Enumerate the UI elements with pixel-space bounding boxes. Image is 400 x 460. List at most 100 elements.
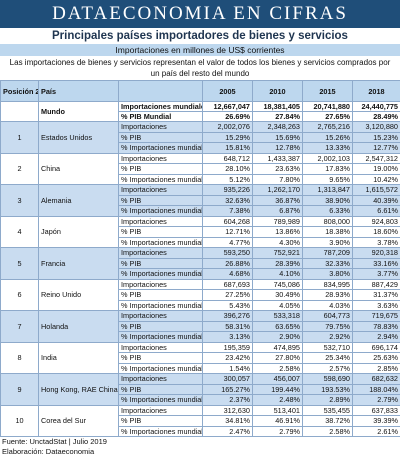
description: Las importaciones de bienes y servicios …	[9, 58, 391, 78]
value-cell: 18.60%	[352, 226, 400, 238]
world-row: % PIB Mundial 26.69% 27.84% 27.65% 28.49%	[1, 111, 400, 122]
value-cell: 3.77%	[352, 268, 400, 280]
value-cell: 78.83%	[352, 320, 400, 332]
row-label: Importaciones	[118, 373, 203, 385]
value-cell: 36.87%	[252, 194, 303, 206]
value-cell: 33.16%	[352, 257, 400, 269]
value-cell: 1,615,572	[352, 184, 400, 196]
row-label: % PIB	[118, 226, 203, 238]
value-cell: 3.80%	[302, 268, 353, 280]
value-cell: 687,693	[202, 278, 253, 290]
position-cell: 4	[0, 215, 39, 248]
value-cell: 4.03%	[302, 299, 353, 311]
value-cell: 79.75%	[302, 320, 353, 332]
value-cell: 6.87%	[252, 205, 303, 217]
country-row: 4 Japón Importaciones 604,268 789,989 808,000…	[0, 215, 400, 248]
value-cell: 2.57%	[302, 362, 353, 374]
value-cell: 15.23%	[352, 131, 400, 143]
value-cell: 19.00%	[352, 163, 400, 175]
country-row: 2 China Importaciones 648,712 1,433,387 2,002…	[0, 152, 400, 185]
country-row: 8 India Importaciones 195,359 474,895 532,710…	[0, 341, 400, 374]
value-cell: 2.58%	[252, 362, 303, 374]
value-cell: 787,209	[302, 247, 353, 259]
value-cell: 535,455	[302, 404, 353, 416]
row-label: % Importaciones mundiales	[118, 268, 203, 280]
value-cell: 20,741,880	[302, 101, 353, 112]
value-cell: 165.27%	[202, 383, 253, 395]
value-cell: 28.10%	[202, 163, 253, 175]
value-cell: 2,002,103	[302, 152, 353, 164]
value-cell: 887,429	[352, 278, 400, 290]
value-cell: 15.29%	[202, 131, 253, 143]
country-row: % Importaciones mundiales 15.81% 12.78% 13.…	[1, 142, 400, 154]
value-cell: 27.80%	[252, 352, 303, 364]
position-cell	[0, 101, 39, 122]
row-label: % Importaciones mundiales	[118, 205, 203, 217]
value-cell: 2.94%	[352, 331, 400, 343]
value-cell: 12.71%	[202, 226, 253, 238]
value-cell: 13.86%	[252, 226, 303, 238]
row-label: Importaciones	[118, 121, 203, 133]
country-name: Corea del Sur	[38, 404, 119, 437]
value-cell: 26.88%	[202, 257, 253, 269]
row-label: Importaciones	[118, 341, 203, 353]
value-cell: 2.58%	[302, 425, 353, 437]
value-cell: 26.69%	[202, 111, 253, 122]
value-cell: 38.72%	[302, 415, 353, 427]
value-cell: 27.84%	[252, 111, 303, 122]
country-row: % Importaciones mundiales 3.13% 2.90% 2.92%…	[1, 331, 400, 343]
value-cell: 25.34%	[302, 352, 353, 364]
country-row: 7 Holanda Importaciones 396,276 533,318 604,7…	[0, 310, 400, 343]
value-cell: 63.65%	[252, 320, 303, 332]
value-cell: 719,675	[352, 310, 400, 322]
value-cell: 18,381,405	[252, 101, 303, 112]
row-label: % PIB	[118, 194, 203, 206]
country-name: Reino Unido	[38, 278, 119, 311]
value-cell: 3,120,880	[352, 121, 400, 133]
value-cell: 3.13%	[202, 331, 253, 343]
row-label: % Importaciones mundiales	[118, 331, 203, 343]
row-label: Importaciones	[118, 310, 203, 322]
value-cell: 18.38%	[302, 226, 353, 238]
footer: Fuente: UnctadStat | Julio 2019 Elaboraci…	[0, 437, 400, 457]
value-cell: 752,921	[252, 247, 303, 259]
value-cell: 3.90%	[302, 236, 353, 248]
country-row: % Importaciones mundiales 5.12% 7.80% 9.65%…	[1, 173, 400, 185]
country-row: % Importaciones mundiales 2.47% 2.79% 2.58%…	[1, 425, 400, 437]
row-label: Importaciones	[118, 152, 203, 164]
value-cell: 24,440,775	[352, 101, 400, 112]
country-name: Hong Kong, RAE China	[38, 373, 119, 406]
value-cell: 2,348,263	[252, 121, 303, 133]
value-cell: 2.79%	[252, 425, 303, 437]
value-cell: 40.39%	[352, 194, 400, 206]
value-cell: 834,995	[302, 278, 353, 290]
value-cell: 27.65%	[302, 111, 353, 122]
position-cell: 8	[0, 341, 39, 374]
country-name: Japón	[38, 215, 119, 248]
value-cell: 2.89%	[302, 394, 353, 406]
row-label: Importaciones	[118, 278, 203, 290]
value-cell: 312,630	[202, 404, 253, 416]
value-cell: 4.10%	[252, 268, 303, 280]
country-name: Holanda	[38, 310, 119, 343]
value-cell: 195,359	[202, 341, 253, 353]
country-row: % PIB 28.10% 23.63% 17.83% 19.00%	[1, 163, 400, 175]
country-row: 9 Hong Kong, RAE China Importaciones 300,05…	[0, 373, 400, 406]
value-cell: 4.77%	[202, 236, 253, 248]
country-row: % PIB 15.29% 15.69% 15.26% 15.23%	[1, 131, 400, 143]
value-cell: 4.30%	[252, 236, 303, 248]
title: Principales países importadores de biene…	[52, 30, 348, 42]
value-cell: 5.43%	[202, 299, 253, 311]
value-cell: 682,632	[352, 373, 400, 385]
country-row: 6 Reino Unido Importaciones 687,693 745,086 8…	[0, 278, 400, 311]
country-row: % PIB 26.88% 28.39% 32.33% 33.16%	[1, 257, 400, 269]
country-name: China	[38, 152, 119, 185]
value-cell: 27.25%	[202, 289, 253, 301]
value-cell: 15.81%	[202, 142, 253, 154]
row-label: % Importaciones mundiales	[118, 362, 203, 374]
country-name: Mundo	[38, 101, 119, 122]
country-row: % Importaciones mundiales 4.77% 4.30% 3.90%…	[1, 236, 400, 248]
value-cell: 2.92%	[302, 331, 353, 343]
row-label: % PIB	[118, 320, 203, 332]
